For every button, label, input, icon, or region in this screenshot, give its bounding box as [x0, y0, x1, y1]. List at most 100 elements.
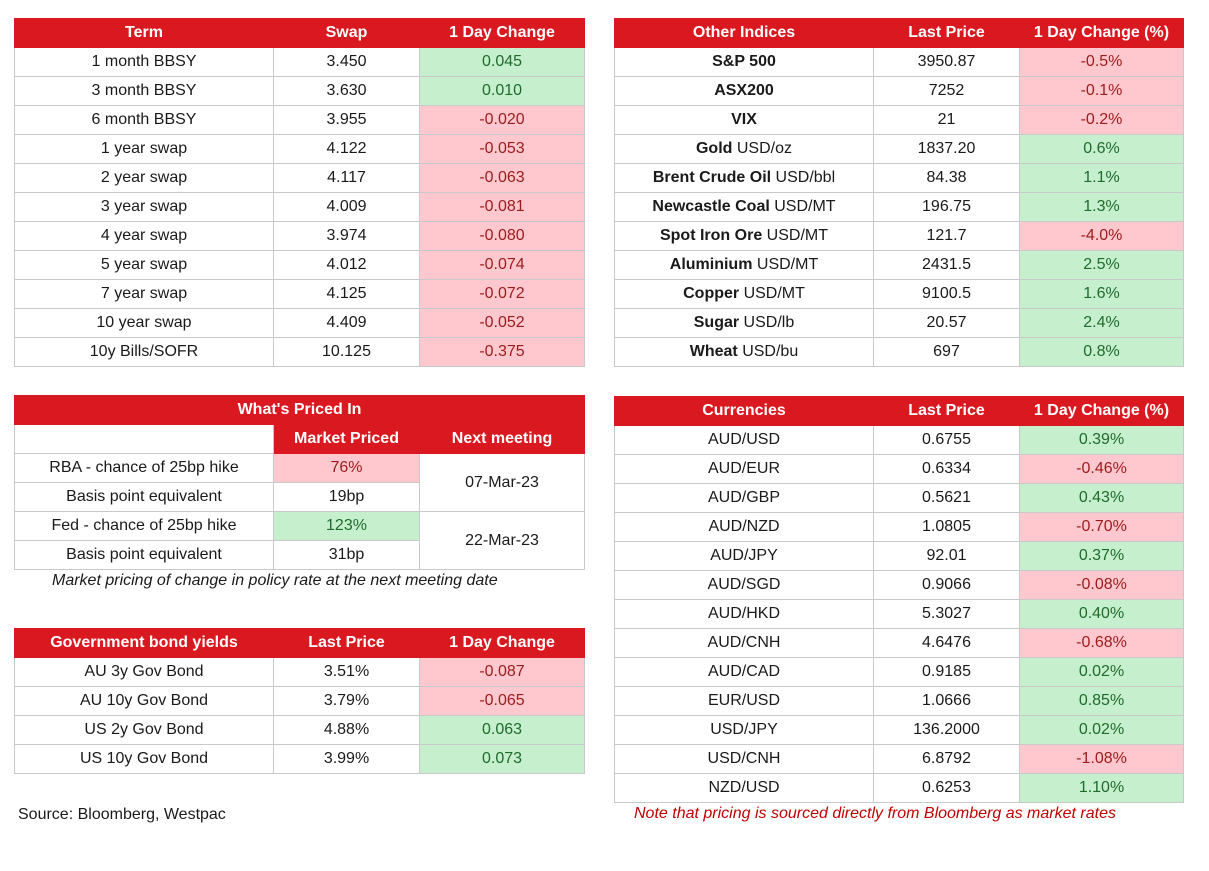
- change-cell: 1.10%: [1019, 773, 1184, 803]
- currency-pair-cell: USD/JPY: [614, 715, 874, 745]
- term-cell: 6 month BBSY: [14, 105, 274, 135]
- change-cell: -1.08%: [1019, 744, 1184, 774]
- currencies-table-header: Currencies Last Price 1 Day Change (%): [614, 396, 1184, 426]
- priced-in-title-row: What's Priced In: [14, 395, 585, 425]
- table-row: NZD/USD 0.6253 1.10%: [614, 773, 1184, 803]
- term-cell: 5 year swap: [14, 250, 274, 280]
- index-unit: USD/MT: [774, 198, 836, 215]
- rba-bp-row: Basis point equivalent 19bp: [14, 482, 585, 512]
- swap-cell: 3.450: [273, 47, 420, 77]
- table-row: AUD/CNH 4.6476 -0.68%: [614, 628, 1184, 658]
- swap-cell: 3.974: [273, 221, 420, 251]
- rba-bp-value: 19bp: [273, 482, 420, 512]
- table-row: US 2y Gov Bond 4.88% 0.063: [14, 715, 585, 745]
- rba-next-meeting: 07-Mar-23: [419, 453, 585, 512]
- table-row: Gold USD/oz 1837.20 0.6%: [614, 134, 1184, 164]
- fed-bp-label: Basis point equivalent: [14, 540, 274, 570]
- last-price-cell: 21: [873, 105, 1020, 135]
- change-cell: -0.080: [419, 221, 585, 251]
- last-price-cell: 2431.5: [873, 250, 1020, 280]
- last-price-cell: 697: [873, 337, 1020, 367]
- currency-pair-cell: AUD/GBP: [614, 483, 874, 513]
- index-name: S&P 500: [712, 53, 776, 70]
- priced-in-block: What's Priced In Market Priced Next meet…: [14, 395, 585, 570]
- currency-pair-cell: AUD/NZD: [614, 512, 874, 542]
- swap-cell: 4.125: [273, 279, 420, 309]
- change-cell: 0.40%: [1019, 599, 1184, 629]
- table-row: 10 year swap 4.409 -0.052: [14, 308, 585, 338]
- change-cell: -0.375: [419, 337, 585, 367]
- header-currencies-change: 1 Day Change (%): [1019, 396, 1184, 426]
- priced-in-note: Market pricing of change in policy rate …: [52, 572, 498, 589]
- change-cell: -0.5%: [1019, 47, 1184, 77]
- header-bonds-change: 1 Day Change: [419, 628, 585, 658]
- change-cell: 0.8%: [1019, 337, 1184, 367]
- priced-in-blank-header: [14, 424, 274, 454]
- table-row: AUD/USD 0.6755 0.39%: [614, 425, 1184, 455]
- last-price-cell: 9100.5: [873, 279, 1020, 309]
- last-price-cell: 84.38: [873, 163, 1020, 193]
- term-cell: 1 month BBSY: [14, 47, 274, 77]
- last-price-cell: 136.2000: [873, 715, 1020, 745]
- change-cell: 0.02%: [1019, 657, 1184, 687]
- table-row: AU 3y Gov Bond 3.51% -0.087: [14, 657, 585, 687]
- index-unit: USD/MT: [743, 285, 805, 302]
- currency-pair-cell: AUD/JPY: [614, 541, 874, 571]
- change-cell: 0.37%: [1019, 541, 1184, 571]
- change-cell: 0.010: [419, 76, 585, 106]
- index-name-cell: Spot Iron Ore USD/MT: [614, 221, 874, 251]
- change-cell: -0.074: [419, 250, 585, 280]
- change-cell: -0.46%: [1019, 454, 1184, 484]
- change-cell: 0.073: [419, 744, 585, 774]
- last-price-cell: 0.6253: [873, 773, 1020, 803]
- swap-table-header: Term Swap 1 Day Change: [14, 18, 585, 48]
- change-cell: -0.063: [419, 163, 585, 193]
- last-price-cell: 20.57: [873, 308, 1020, 338]
- index-name-cell: Brent Crude Oil USD/bbl: [614, 163, 874, 193]
- header-term: Term: [14, 18, 274, 48]
- table-row: AUD/JPY 92.01 0.37%: [614, 541, 1184, 571]
- currencies-table: Currencies Last Price 1 Day Change (%) A…: [614, 396, 1184, 803]
- change-cell: -0.065: [419, 686, 585, 716]
- bond-name-cell: AU 3y Gov Bond: [14, 657, 274, 687]
- last-price-cell: 196.75: [873, 192, 1020, 222]
- index-name: Sugar: [693, 314, 740, 331]
- header-bonds-last-price: Last Price: [273, 628, 420, 658]
- change-cell: 1.3%: [1019, 192, 1184, 222]
- last-price-cell: 3.99%: [273, 744, 420, 774]
- table-row: Brent Crude Oil USD/bbl 84.38 1.1%: [614, 163, 1184, 193]
- last-price-cell: 3.79%: [273, 686, 420, 716]
- index-name-cell: Gold USD/oz: [614, 134, 874, 164]
- index-name: Brent Crude Oil: [652, 169, 772, 186]
- table-row: Copper USD/MT 9100.5 1.6%: [614, 279, 1184, 309]
- last-price-cell: 0.9066: [873, 570, 1020, 600]
- index-name-cell: Sugar USD/lb: [614, 308, 874, 338]
- fed-next-meeting: 22-Mar-23: [419, 511, 585, 570]
- index-name-cell: ASX200: [614, 76, 874, 106]
- term-cell: 7 year swap: [14, 279, 274, 309]
- table-row: Aluminium USD/MT 2431.5 2.5%: [614, 250, 1184, 280]
- source-note: Source: Bloomberg, Westpac: [18, 806, 226, 823]
- table-row: AUD/HKD 5.3027 0.40%: [614, 599, 1184, 629]
- change-cell: -0.020: [419, 105, 585, 135]
- change-cell: -0.08%: [1019, 570, 1184, 600]
- header-last-price: Last Price: [873, 18, 1020, 48]
- change-cell: -0.1%: [1019, 76, 1184, 106]
- index-name: Spot Iron Ore: [659, 227, 763, 244]
- indices-table: Other Indices Last Price 1 Day Change (%…: [614, 18, 1184, 367]
- last-price-cell: 92.01: [873, 541, 1020, 571]
- fed-bp-value: 31bp: [273, 540, 420, 570]
- change-cell: 1.1%: [1019, 163, 1184, 193]
- term-cell: 2 year swap: [14, 163, 274, 193]
- bonds-table-header: Government bond yields Last Price 1 Day …: [14, 628, 585, 658]
- table-row: VIX 21 -0.2%: [614, 105, 1184, 135]
- change-cell: 0.39%: [1019, 425, 1184, 455]
- swap-table-block: Term Swap 1 Day Change 1 month BBSY 3.450…: [14, 18, 585, 367]
- priced-in-subheader-row: Market Priced Next meeting: [14, 424, 585, 454]
- index-name: Aluminium: [669, 256, 753, 273]
- table-row: ASX200 7252 -0.1%: [614, 76, 1184, 106]
- index-name: Gold: [695, 140, 733, 157]
- pricing-note: Note that pricing is sourced directly fr…: [634, 805, 1116, 822]
- change-cell: -0.081: [419, 192, 585, 222]
- swap-cell: 4.117: [273, 163, 420, 193]
